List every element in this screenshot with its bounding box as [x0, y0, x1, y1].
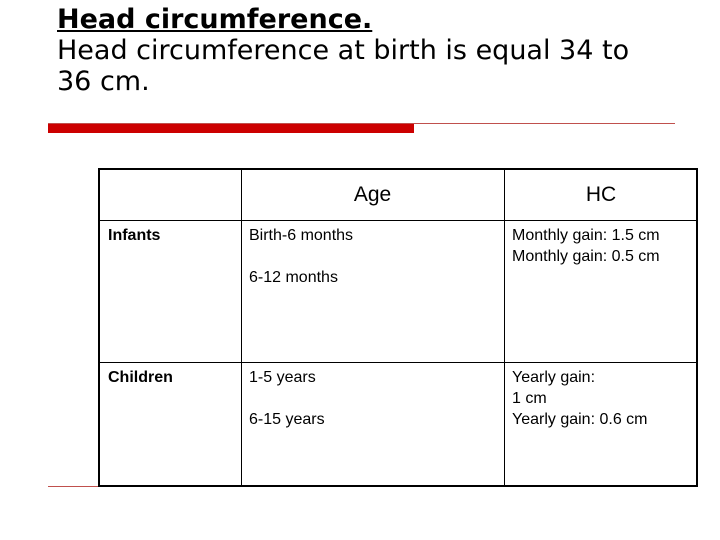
title-divider-line [48, 123, 675, 124]
bottom-accent-line [48, 486, 100, 487]
hc-cell: Yearly gain: 0.6 cm [512, 411, 648, 428]
age-cell: 6-15 years [249, 411, 325, 428]
hc-cell: Yearly gain: [512, 369, 596, 386]
title-accent-bar [48, 124, 414, 133]
row-label-infants: Infants [108, 227, 161, 244]
header-row-divider [100, 220, 696, 221]
title-heading: Head circumference. [57, 4, 373, 35]
hc-cell: Monthly gain: 0.5 cm [512, 248, 660, 265]
column-divider-2 [504, 170, 505, 485]
age-cell: Birth-6 months [249, 227, 354, 244]
hc-table: Age HC Infants Birth-6 months 6-12 month… [98, 168, 698, 487]
title-line-1: Head circumference at birth is equal 34 … [57, 35, 630, 66]
title-line-2: 36 cm. [57, 66, 150, 97]
age-cell: 1-5 years [249, 369, 316, 386]
header-cell-age: Age [353, 183, 392, 206]
row-label-children: Children [108, 369, 173, 386]
hc-cell: 1 cm [512, 390, 547, 407]
header-cell-hc: HC [585, 183, 617, 206]
hc-cell: Monthly gain: 1.5 cm [512, 227, 660, 244]
age-cell: 6-12 months [249, 269, 338, 286]
row-divider [100, 362, 696, 363]
column-divider-1 [241, 170, 242, 485]
slide-title: Head circumference. Head circumference a… [57, 4, 697, 97]
